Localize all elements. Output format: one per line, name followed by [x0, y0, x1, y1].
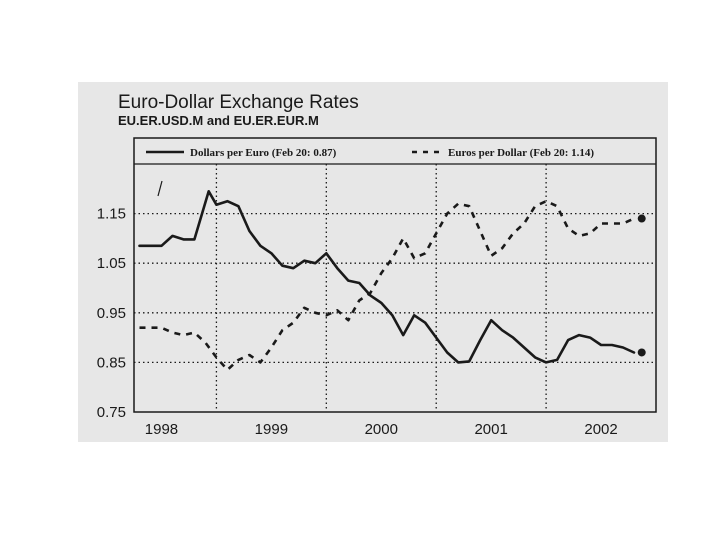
series-lines: [138, 180, 646, 372]
y-axis-ticks: 0.75 0.85 0.95 1.05 1.15: [97, 206, 126, 421]
x-tick-label: 2001: [474, 421, 507, 438]
y-tick-label: 0.85: [97, 354, 126, 371]
legend-label-dollars-per-euro: Dollars per Euro (Feb 20: 0.87): [190, 147, 337, 159]
grid-lines: [134, 164, 656, 412]
x-axis-ticks: 1998 1999 2000 2001 2002: [145, 421, 618, 438]
legend-label-euros-per-dollar: Euros per Dollar (Feb 20: 1.14): [448, 147, 594, 159]
plot-frame: [133, 137, 657, 413]
series-endpoint-marker: [637, 348, 646, 357]
x-tick-label: 2002: [584, 421, 617, 438]
chart-title: Euro-Dollar Exchange Rates: [118, 92, 359, 113]
y-tick-label: 0.95: [97, 305, 126, 322]
series-line-euros-per-dollar: [139, 199, 635, 372]
legend: Dollars per Euro (Feb 20: 0.87) Euros pe…: [146, 147, 594, 159]
chart-subtitle: EU.ER.USD.M and EU.ER.EUR.M: [118, 113, 319, 128]
scan-artifact-mark: [157, 180, 163, 197]
y-tick-label: 1.15: [97, 206, 126, 223]
y-tick-label: 1.05: [97, 255, 126, 272]
x-tick-label: 2000: [365, 421, 398, 438]
series-line-dollars-per-euro: [138, 190, 636, 364]
chart-background: [78, 82, 668, 442]
y-tick-label: 0.75: [97, 404, 126, 421]
x-tick-label: 1998: [145, 421, 178, 438]
x-tick-label: 1999: [255, 421, 288, 438]
series-endpoint-marker: [637, 214, 646, 223]
